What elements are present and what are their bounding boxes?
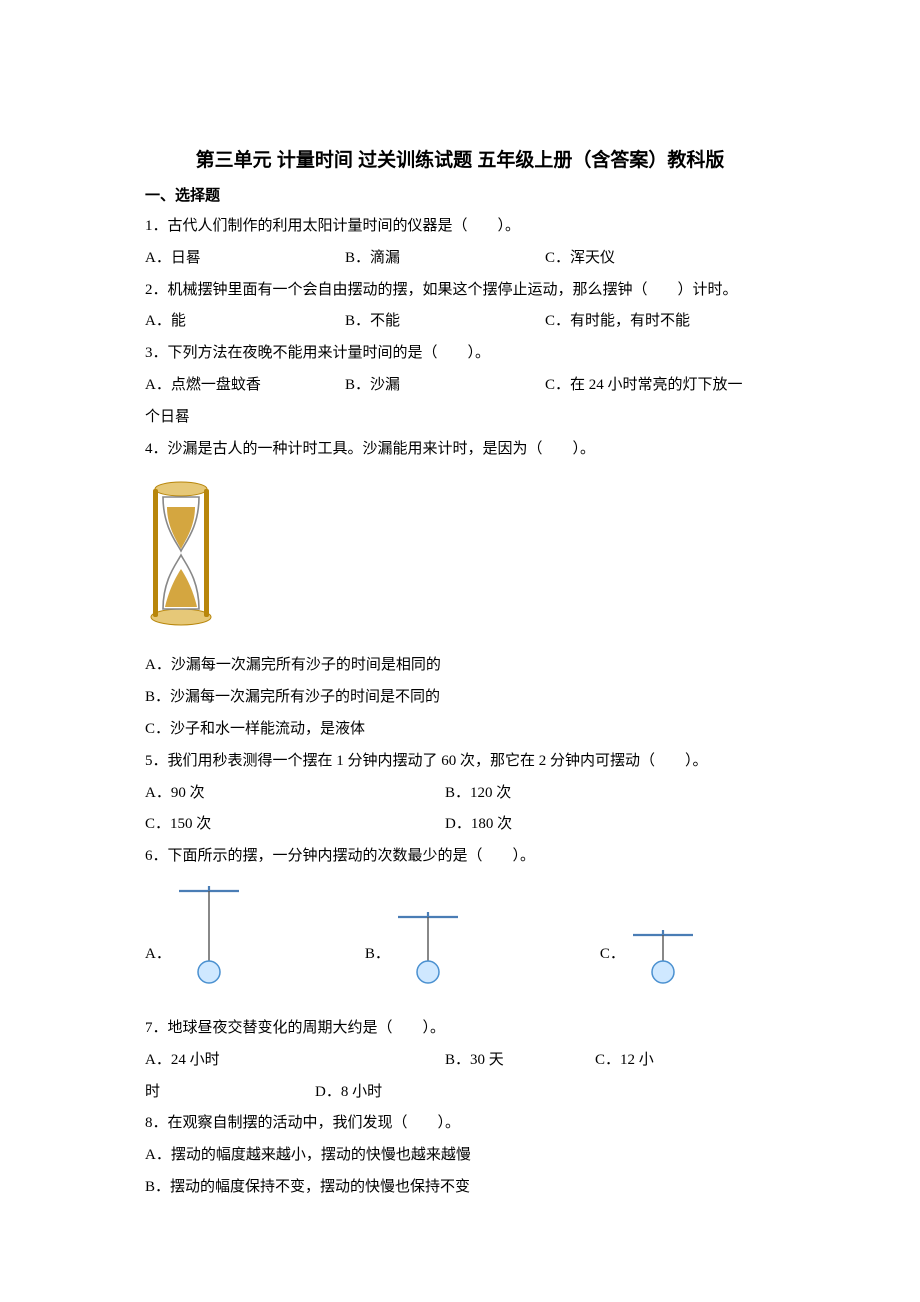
- q7-options-row1: A．24 小时 B．30 天 C．12 小: [145, 1045, 775, 1077]
- pendulum-b-icon: [396, 911, 460, 993]
- q7-text: 7．地球昼夜交替变化的周期大约是（ ）。: [145, 1013, 775, 1045]
- q5-opt-b: B．120 次: [445, 778, 745, 810]
- q5-opt-a: A．90 次: [145, 778, 445, 810]
- q3-opt-b: B．沙漏: [345, 370, 545, 402]
- q1-opt-a: A．日晷: [145, 243, 345, 275]
- q7-opt-a: A．24 小时: [145, 1045, 445, 1077]
- q7-options-row2: 时 D．8 小时: [145, 1077, 775, 1109]
- q1-opt-c: C．浑天仪: [545, 243, 775, 275]
- page-title: 第三单元 计量时间 过关训练试题 五年级上册（含答案）教科版: [145, 145, 775, 172]
- q5-opt-c: C．150 次: [145, 809, 445, 841]
- q6-opt-c-label: C．: [600, 942, 625, 963]
- q5-opt-d: D．180 次: [445, 809, 745, 841]
- q4-opt-b: B．沙漏每一次漏完所有沙子的时间是不同的: [145, 682, 775, 714]
- q4-text: 4．沙漏是古人的一种计时工具。沙漏能用来计时，是因为（ ）。: [145, 434, 775, 466]
- q2-opt-b: B．不能: [345, 306, 545, 338]
- q3-opt-c: C．在 24 小时常亮的灯下放一: [545, 370, 743, 402]
- q3-opt-c-cont: 个日晷: [145, 402, 775, 434]
- q2-options: A．能 B．不能 C．有时能，有时不能: [145, 306, 775, 338]
- q3-options: A．点燃一盘蚊香 B．沙漏 C．在 24 小时常亮的灯下放一: [145, 370, 775, 402]
- q6-opt-a-label: A．: [145, 942, 171, 963]
- q1-text: 1．古代人们制作的利用太阳计量时间的仪器是（ ）。: [145, 211, 775, 243]
- q1-opt-b: B．滴漏: [345, 243, 545, 275]
- hourglass-figure: [145, 479, 775, 632]
- q7-opt-c-cont: 时: [145, 1077, 315, 1109]
- q2-opt-c: C．有时能，有时不能: [545, 306, 775, 338]
- q4-opt-c: C．沙子和水一样能流动，是液体: [145, 714, 775, 746]
- q3-opt-a: A．点燃一盘蚊香: [145, 370, 345, 402]
- q3-text: 3．下列方法在夜晚不能用来计量时间的是（ ）。: [145, 338, 775, 370]
- q2-text: 2．机械摆钟里面有一个会自由摆动的摆，如果这个摆停止运动，那么摆钟（ ）计时。: [145, 275, 775, 307]
- q8-opt-b: B．摆动的幅度保持不变，摆动的快慢也保持不变: [145, 1172, 775, 1204]
- hourglass-icon: [145, 479, 217, 627]
- q5-options-row2: C．150 次 D．180 次: [145, 809, 775, 841]
- q7-opt-b: B．30 天: [445, 1045, 595, 1077]
- q2-opt-a: A．能: [145, 306, 345, 338]
- q6-opt-b-label: B．: [365, 942, 390, 963]
- q7-opt-c: C．12 小: [595, 1045, 654, 1077]
- q7-opt-d: D．8 小时: [315, 1077, 382, 1109]
- q6-text: 6．下面所示的摆，一分钟内摆动的次数最少的是（ ）。: [145, 841, 775, 873]
- q1-options: A．日晷 B．滴漏 C．浑天仪: [145, 243, 775, 275]
- q5-options-row1: A．90 次 B．120 次: [145, 778, 775, 810]
- section-header-1: 一、选择题: [145, 184, 775, 205]
- q5-text: 5．我们用秒表测得一个摆在 1 分钟内摆动了 60 次，那它在 2 分钟内可摆动…: [145, 746, 775, 778]
- pendulum-c-icon: [631, 929, 695, 993]
- pendulum-a-icon: [177, 885, 241, 993]
- q8-opt-a: A．摆动的幅度越来越小，摆动的快慢也越来越慢: [145, 1140, 775, 1172]
- q4-opt-a: A．沙漏每一次漏完所有沙子的时间是相同的: [145, 650, 775, 682]
- q8-text: 8．在观察自制摆的活动中，我们发现（ ）。: [145, 1108, 775, 1140]
- q6-pendulum-row: A． B． C．: [145, 885, 775, 993]
